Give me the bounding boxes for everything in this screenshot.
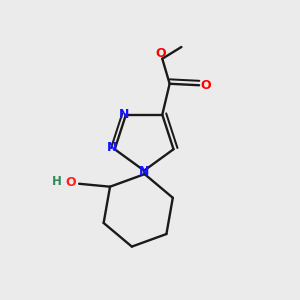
- Text: O: O: [155, 47, 166, 60]
- Text: N: N: [139, 165, 149, 178]
- Text: O: O: [200, 79, 211, 92]
- Text: N: N: [106, 141, 117, 154]
- Text: O: O: [66, 176, 76, 189]
- Text: H: H: [52, 176, 62, 188]
- Text: N: N: [118, 108, 129, 121]
